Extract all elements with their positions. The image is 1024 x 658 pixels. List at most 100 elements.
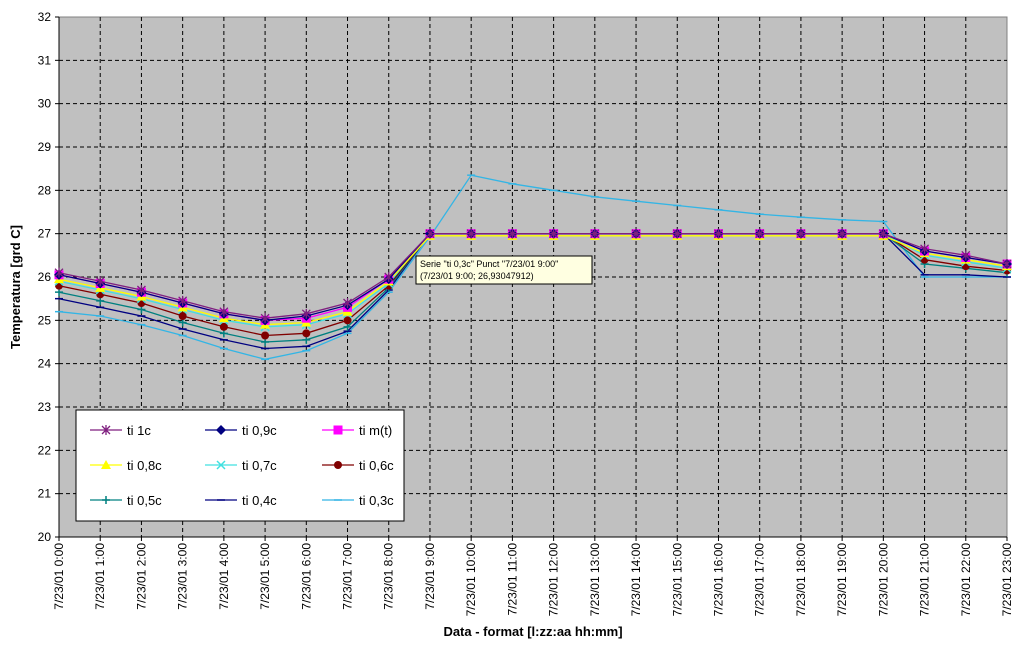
legend-label: ti 0,8c xyxy=(127,458,162,473)
y-axis: 20 21 22 23 24 25 26 27 28 29 30 31 32 xyxy=(38,10,60,544)
data-point-ti-1c xyxy=(755,228,765,239)
legend-item-ti-0-6c: ti 0,6c xyxy=(322,458,394,473)
y-tick-label: 28 xyxy=(38,183,52,197)
data-point-ti-1c xyxy=(54,267,64,278)
y-tick-label: 21 xyxy=(38,487,52,501)
y-tick-label: 20 xyxy=(38,530,52,544)
data-point-ti-1c xyxy=(507,228,517,239)
y-tick-label: 25 xyxy=(38,313,52,327)
legend-item-ti-0-5c: ti 0,5c xyxy=(90,493,162,508)
legend-marker xyxy=(101,425,111,435)
data-point-ti-0-6c xyxy=(343,316,352,325)
data-point-ti-1c xyxy=(260,313,270,324)
data-point-ti-1c xyxy=(878,228,888,239)
x-tick-label: 7/23/01 8:00 xyxy=(382,543,396,610)
data-point-ti-1c xyxy=(920,243,930,254)
legend-item-ti-m-t-: ti m(t) xyxy=(322,423,392,438)
x-tick-label: 7/23/01 21:00 xyxy=(918,543,932,617)
x-tick-label: 7/23/01 4:00 xyxy=(217,543,231,610)
x-tick-label: 7/23/01 2:00 xyxy=(134,543,148,610)
legend: ti 1c ti 0,9c ti m(t) ti 0,8c ti 0,7c ti 0,6c… xyxy=(75,409,405,522)
data-point-ti-1c xyxy=(343,298,352,308)
x-tick-label: 7/23/01 18:00 xyxy=(794,543,808,617)
legend-item-ti-0-9c: ti 0,9c xyxy=(205,423,277,438)
legend-item-ti-1c: ti 1c xyxy=(90,423,151,438)
x-tick-label: 7/23/01 22:00 xyxy=(959,543,973,617)
legend-marker xyxy=(101,460,111,469)
legend-label: ti 0,6c xyxy=(359,458,394,473)
x-tick-label: 7/23/01 3:00 xyxy=(176,543,190,610)
x-axis-title: Data - format [l:zz:aa hh:mm] xyxy=(443,624,622,639)
y-tick-label: 22 xyxy=(38,443,52,457)
data-point-ti-1c xyxy=(136,285,146,295)
x-tick-label: 7/23/01 0:00 xyxy=(52,543,66,610)
y-tick-label: 30 xyxy=(38,97,52,111)
x-axis: 7/23/01 0:00 7/23/01 1:00 7/23/01 2:00 7/23… xyxy=(52,536,1014,617)
legend-marker xyxy=(334,461,342,469)
data-point-ti-1c xyxy=(590,228,600,239)
legend-item-ti-0-8c: ti 0,8c xyxy=(90,458,162,473)
y-tick-label: 32 xyxy=(38,10,52,24)
x-tick-label: 7/23/01 14:00 xyxy=(629,543,643,617)
data-point-ti-0-6c xyxy=(178,312,187,320)
x-tick-label: 7/23/01 12:00 xyxy=(547,543,561,617)
y-tick-label: 24 xyxy=(38,357,52,371)
x-tick-label: 7/23/01 15:00 xyxy=(670,543,684,617)
legend-label: ti m(t) xyxy=(359,423,392,438)
x-tick-label: 7/23/01 16:00 xyxy=(711,543,725,617)
x-tick-label: 7/23/01 5:00 xyxy=(258,543,272,610)
data-point-ti-1c xyxy=(178,295,188,306)
data-point-ti-1c xyxy=(301,308,311,319)
tooltip-line-1: Serie "ti 0,3c" Punct "7/23/01 9:00" xyxy=(420,259,558,269)
legend-label: ti 0,9c xyxy=(242,423,277,438)
data-point-ti-0-6c xyxy=(261,331,270,340)
legend-marker xyxy=(216,425,226,435)
x-tick-label: 7/23/01 9:00 xyxy=(423,543,437,610)
y-tick-label: 27 xyxy=(38,227,52,241)
legend-item-ti-0-7c: ti 0,7c xyxy=(205,458,277,473)
y-tick-label: 23 xyxy=(38,400,52,414)
legend-label: ti 0,3c xyxy=(359,493,394,508)
data-point-ti-1c xyxy=(219,306,229,317)
data-point-ti-0-6c xyxy=(219,322,228,331)
data-point-ti-1c xyxy=(95,276,105,287)
x-tick-label: 7/23/01 13:00 xyxy=(588,543,602,617)
legend-label: ti 0,7c xyxy=(242,458,277,473)
x-tick-label: 7/23/01 19:00 xyxy=(835,543,849,617)
series-line-ti-0-8c xyxy=(58,235,1008,326)
y-tick-label: 31 xyxy=(38,53,52,67)
x-tick-label: 7/23/01 20:00 xyxy=(876,543,890,617)
legend-label: ti 0,4c xyxy=(242,493,277,508)
data-point-ti-1c xyxy=(796,228,806,239)
data-point-ti-1c xyxy=(425,228,435,239)
data-point-ti-1c xyxy=(384,272,394,282)
y-tick-label: 29 xyxy=(38,140,52,154)
data-point-ti-1c xyxy=(1002,259,1012,269)
series-line-ti-1c xyxy=(58,233,1008,319)
x-tick-label: 7/23/01 7:00 xyxy=(341,543,355,610)
legend-label: ti 0,5c xyxy=(127,493,162,508)
data-point-ti-1c xyxy=(714,228,723,239)
tooltip-box xyxy=(415,255,593,285)
legend-marker xyxy=(102,496,110,504)
data-point-ti-1c xyxy=(961,250,971,261)
legend-marker xyxy=(333,425,343,435)
x-tick-label: 7/23/01 17:00 xyxy=(753,543,767,617)
data-point-ti-1c xyxy=(631,228,641,239)
tooltip-line-2: (7/23/01 9:00; 26,93047912) xyxy=(420,271,534,281)
data-point-ti-1c xyxy=(672,228,682,239)
x-tick-label: 7/23/01 6:00 xyxy=(299,543,313,610)
data-point-ti-1c xyxy=(549,228,559,239)
data-point-ti-1c xyxy=(837,228,847,239)
legend-box xyxy=(75,409,405,522)
legend-label: ti 1c xyxy=(127,423,151,438)
legend-item-ti-0-3c: ti 0,3c xyxy=(322,493,394,508)
x-tick-label: 7/23/01 11:00 xyxy=(505,543,519,616)
y-axis-title: Temperatura [grd C] xyxy=(8,225,23,349)
x-tick-label: 7/23/01 23:00 xyxy=(1000,543,1014,617)
x-tick-label: 7/23/01 10:00 xyxy=(464,543,478,617)
legend-marker xyxy=(216,460,226,470)
point-tooltip: Serie "ti 0,3c" Punct "7/23/01 9:00" (7/… xyxy=(415,255,593,285)
series-line-ti-0-3c xyxy=(58,174,1007,360)
